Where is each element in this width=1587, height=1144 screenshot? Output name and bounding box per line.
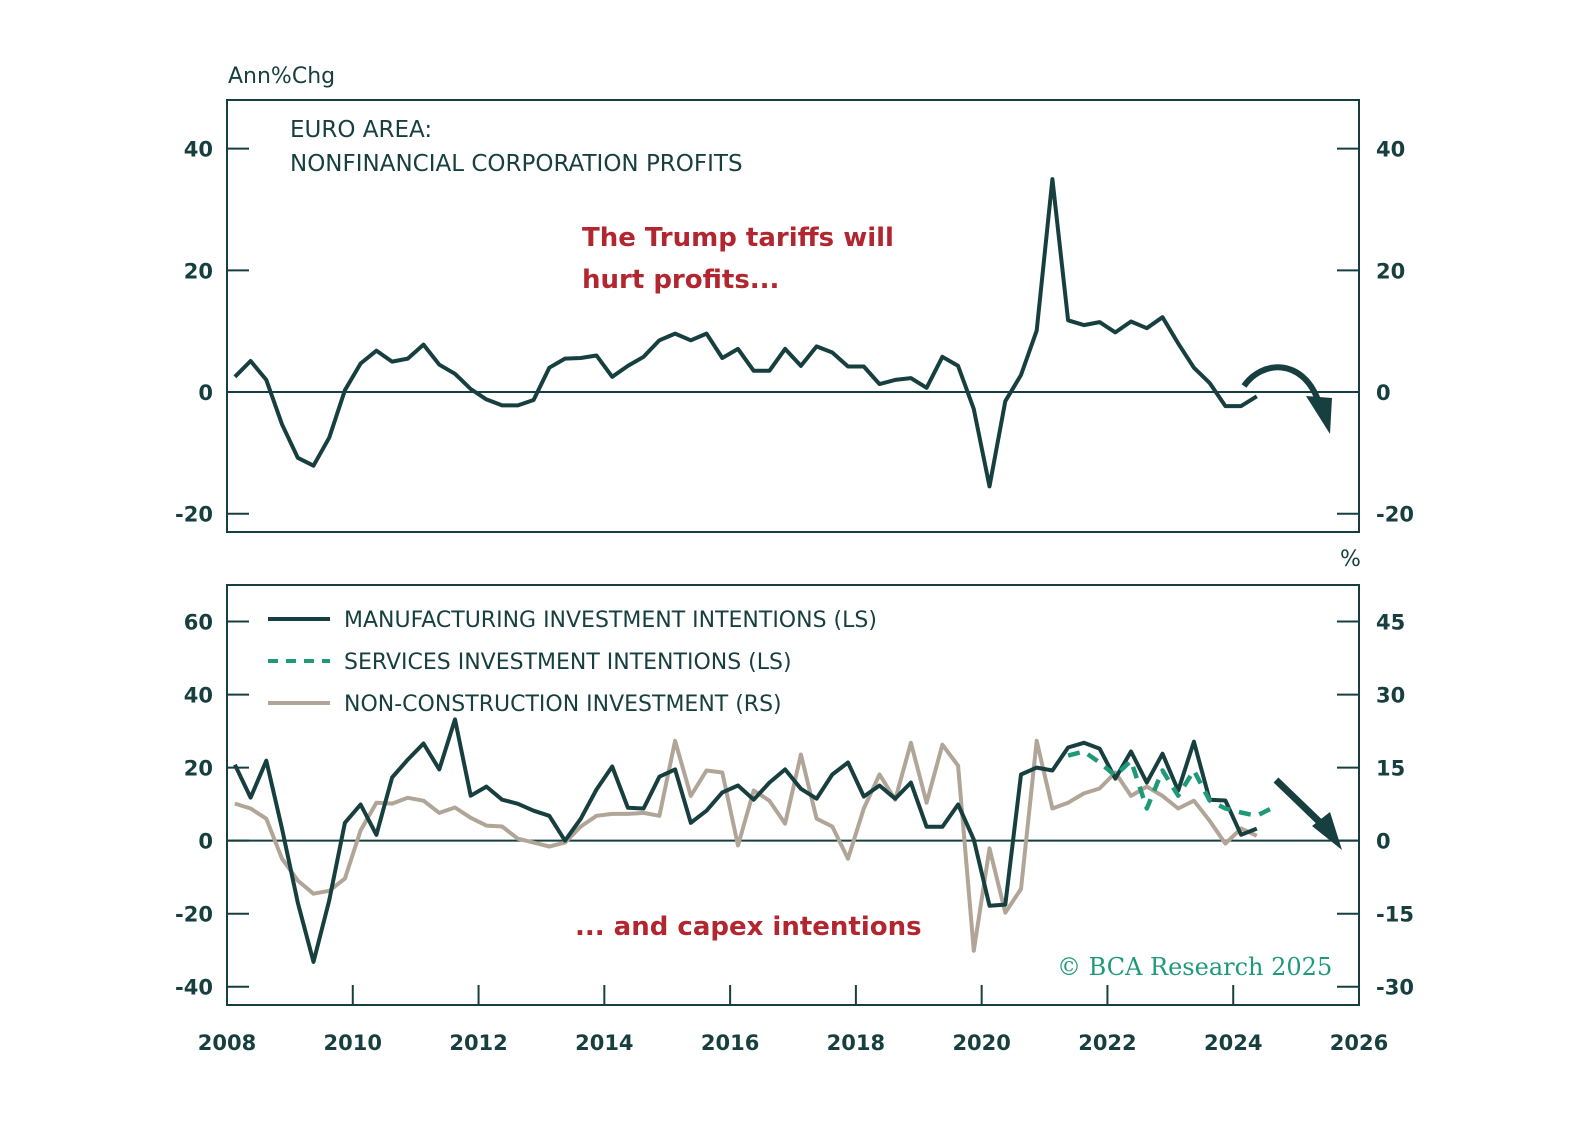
bottom-plot-frame: [226, 584, 1360, 1006]
xtick-label: 2010: [324, 1031, 382, 1055]
bottom-left-ytick-label: 20: [184, 757, 213, 781]
xtick-label: 2016: [701, 1031, 759, 1055]
top-right-ytick-label: -20: [1376, 503, 1414, 527]
top-right-ytick-label: 20: [1376, 259, 1405, 283]
top-y-unit-label: Ann%Chg: [228, 64, 335, 89]
top-right-ytick-label: 0: [1376, 381, 1391, 405]
xtick-label: 2020: [952, 1031, 1010, 1055]
top-plot-frame: [226, 99, 1360, 533]
xtick-label: 2014: [575, 1031, 633, 1055]
top-left-ytick-label: 20: [184, 259, 213, 283]
bottom-right-ytick-label: -15: [1376, 903, 1414, 927]
bottom-right-ytick-label: 30: [1376, 684, 1405, 708]
tariffs-annotation-line-1: The Trump tariffs will: [582, 223, 894, 253]
nonconstruction-series-line: [234, 738, 1258, 953]
xtick-label: 2026: [1330, 1031, 1388, 1055]
bottom-left-ytick-label: -40: [175, 976, 213, 1000]
bottom-right-ytick-label: 45: [1376, 611, 1405, 635]
top-left-ytick-label: -20: [175, 503, 213, 527]
profits-series-line: [233, 177, 1258, 489]
manufacturing-series-line: [233, 717, 1258, 964]
bottom-left-ytick-label: -20: [175, 903, 213, 927]
bottom-left-ytick-label: 0: [198, 830, 213, 854]
legend: MANUFACTURING INVESTMENT INTENTIONS (LS)…: [268, 608, 877, 717]
straight-forecast-arrowhead: [1312, 812, 1342, 850]
bottom-right-unit-label: %: [1340, 547, 1361, 572]
top-chart-title: EURO AREA:: [290, 117, 432, 143]
xtick-label: 2018: [827, 1031, 885, 1055]
xtick-label: 2008: [198, 1031, 256, 1055]
capex-annotation: ... and capex intentions: [575, 912, 922, 942]
tariffs-annotation-line-2: hurt profits...: [582, 265, 779, 295]
bottom-left-ytick-label: 60: [184, 611, 213, 635]
legend-label-services: SERVICES INVESTMENT INTENTIONS (LS): [344, 650, 792, 675]
legend-label-manufacturing: MANUFACTURING INVESTMENT INTENTIONS (LS): [344, 608, 877, 633]
xtick-label: 2012: [449, 1031, 507, 1055]
xtick-label: 2024: [1204, 1031, 1262, 1055]
top-left-ytick-label: 40: [184, 138, 213, 162]
top-left-ytick-label: 0: [198, 381, 213, 405]
top-chart-subtitle: NONFINANCIAL CORPORATION PROFITS: [290, 151, 743, 177]
profits-panel: Ann%Chg EURO AREA: NONFINANCIAL CORPORAT…: [175, 64, 1414, 533]
services-series-line: [1067, 749, 1274, 819]
bottom-right-ytick-label: 15: [1376, 757, 1405, 781]
legend-label-nonconstruction: NON-CONSTRUCTION INVESTMENT (RS): [344, 692, 782, 717]
curved-forecast-arrowhead: [1306, 396, 1332, 434]
bottom-right-ytick-label: 0: [1376, 830, 1391, 854]
curved-forecast-arrow: [1241, 364, 1321, 402]
bottom-left-ytick-label: 40: [184, 684, 213, 708]
xtick-label: 2022: [1078, 1031, 1136, 1055]
investment-panel: % 60 40 20 0 -20 -40 45 30 15 0 -15 -30 2008 2010 2012…: [175, 547, 1414, 1055]
top-right-ytick-label: 40: [1376, 138, 1405, 162]
bottom-right-ytick-label: -30: [1376, 976, 1414, 1000]
bca-credit: © BCA Research 2025: [1057, 953, 1332, 981]
